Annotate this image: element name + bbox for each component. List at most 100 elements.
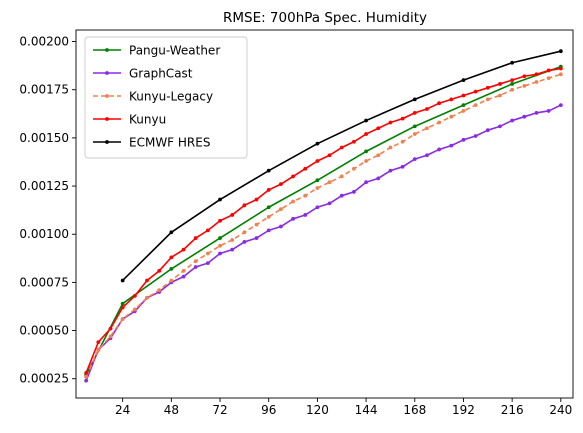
x-tick-label: 120 <box>306 403 329 417</box>
data-point <box>96 347 101 352</box>
data-point <box>376 126 381 131</box>
data-point <box>315 159 320 163</box>
data-point <box>169 230 174 235</box>
data-point <box>522 114 527 119</box>
series-layer <box>84 49 563 383</box>
data-point <box>266 188 271 192</box>
data-point <box>364 180 368 185</box>
data-point <box>108 334 113 339</box>
axes-layer: 24 48 72 96 120 144 168 192 216 240 0.00025 0.00050… <box>19 29 574 417</box>
x-tick-label: 24 <box>115 403 130 417</box>
series-line <box>85 67 561 374</box>
data-point <box>120 317 125 321</box>
data-point <box>120 278 125 283</box>
data-point <box>473 134 478 138</box>
data-point <box>364 118 368 123</box>
chart-title: RMSE: 700hPa Spec. Humidity <box>223 10 427 26</box>
data-point <box>254 236 259 240</box>
data-point <box>254 197 259 202</box>
data-point <box>449 143 454 148</box>
legend-swatch-marker <box>105 48 109 52</box>
data-point <box>534 110 539 115</box>
data-point <box>120 305 125 310</box>
data-point <box>230 213 235 217</box>
series-kunyu <box>84 66 563 375</box>
legend: Pangu-Weather GraphCast Kunyu-Legacy Kunyu E… <box>84 36 248 159</box>
data-point <box>425 126 429 131</box>
data-point <box>412 97 417 102</box>
y-tick-label: 0.00050 <box>19 324 69 338</box>
data-point <box>558 66 563 71</box>
series-line <box>122 50 562 282</box>
data-point <box>278 207 283 212</box>
data-point <box>412 124 417 129</box>
x-tick-label: 144 <box>355 403 378 417</box>
data-point <box>266 168 271 173</box>
y-tick-label: 0.00200 <box>19 35 69 49</box>
data-point <box>437 120 442 125</box>
plot-frame <box>75 29 574 399</box>
data-point <box>546 109 551 113</box>
series-kunyu-legacy <box>84 72 563 379</box>
data-point <box>327 153 332 158</box>
data-point <box>315 178 320 183</box>
data-point <box>218 236 222 240</box>
data-point <box>205 228 210 233</box>
data-point <box>364 132 368 136</box>
data-point <box>522 74 527 79</box>
x-tick-label: 192 <box>452 403 475 417</box>
data-point <box>193 236 198 240</box>
data-point <box>352 189 356 194</box>
data-point <box>498 82 502 86</box>
data-point <box>84 371 89 375</box>
data-point <box>132 293 137 298</box>
data-point <box>510 60 515 65</box>
legend-entry: Kunyu <box>93 113 166 127</box>
data-point <box>461 103 466 108</box>
data-point <box>157 268 162 273</box>
data-point <box>376 153 381 158</box>
data-point <box>169 278 174 283</box>
data-point <box>510 118 515 123</box>
legend-swatch-marker <box>105 117 109 121</box>
data-point <box>181 247 186 252</box>
data-point <box>546 76 551 81</box>
data-point <box>230 238 235 242</box>
legend-entry: ECMWF HRES <box>93 136 210 150</box>
series-ecmwf-hres <box>120 49 563 283</box>
data-point <box>315 205 320 210</box>
data-point <box>278 224 283 229</box>
data-point <box>412 132 417 136</box>
data-point <box>193 265 198 269</box>
data-point <box>388 168 393 173</box>
data-point <box>558 103 563 108</box>
data-point <box>400 116 405 121</box>
data-point <box>339 174 344 179</box>
data-point <box>400 139 405 144</box>
data-point <box>242 230 247 235</box>
data-point <box>315 186 320 190</box>
legend-label: ECMWF HRES <box>129 136 210 150</box>
data-point <box>205 251 210 256</box>
data-point <box>461 78 466 82</box>
data-point <box>266 228 271 233</box>
y-tick-label: 0.00150 <box>19 131 69 145</box>
legend-label: GraphCast <box>129 67 193 81</box>
data-point <box>400 164 405 169</box>
legend-label: Kunyu <box>129 113 166 127</box>
data-point <box>193 259 198 264</box>
legend-swatch-marker <box>105 140 109 144</box>
data-point <box>376 176 381 181</box>
data-point <box>364 159 368 163</box>
data-point <box>364 149 368 154</box>
data-point <box>218 218 222 223</box>
x-tick-label: 72 <box>212 403 227 417</box>
data-point <box>291 174 295 179</box>
series-graphcast <box>84 103 563 383</box>
data-point <box>145 278 149 283</box>
data-point <box>84 378 89 383</box>
data-point <box>534 72 539 77</box>
legend-entry: Kunyu-Legacy <box>93 90 213 104</box>
data-point <box>291 199 295 204</box>
